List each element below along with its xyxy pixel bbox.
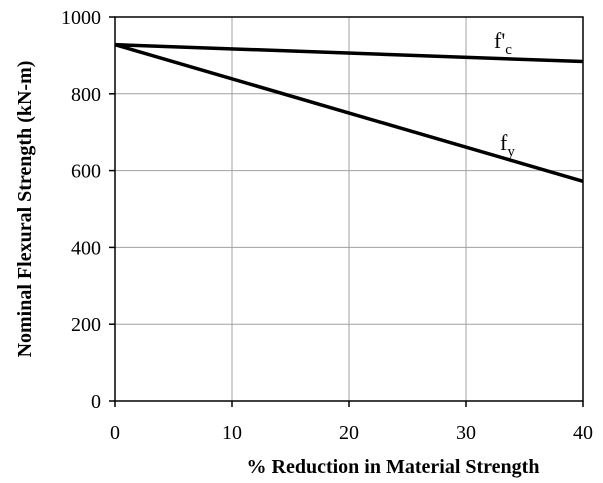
y-tick-label: 800 (71, 84, 101, 106)
x-tick-label: 20 (339, 422, 359, 444)
x-tick-label: 40 (573, 422, 593, 444)
y-tick-label: 600 (71, 161, 101, 183)
series-line-fy (114, 42, 584, 184)
x-axis-ticks: 0 10 20 30 40 (110, 401, 593, 444)
gridlines (115, 17, 583, 401)
y-tick-label: 0 (91, 391, 101, 413)
y-axis-ticks: 0 200 400 600 800 1000 (61, 7, 115, 413)
series-label-fc: f'c (494, 28, 512, 58)
y-axis-title: Nominal Flexural Strength (kN-m) (14, 61, 36, 358)
series-lines (114, 42, 584, 184)
x-tick-label: 0 (110, 422, 120, 444)
x-tick-label: 30 (456, 422, 476, 444)
y-tick-label: 1000 (61, 7, 101, 29)
y-tick-label: 200 (71, 314, 101, 336)
series-label-fy: fy (500, 130, 515, 160)
x-tick-label: 10 (222, 422, 242, 444)
series-line-fc (114, 42, 584, 64)
y-tick-label: 400 (71, 237, 101, 259)
x-axis-title: % Reduction in Material Strength (247, 456, 540, 478)
